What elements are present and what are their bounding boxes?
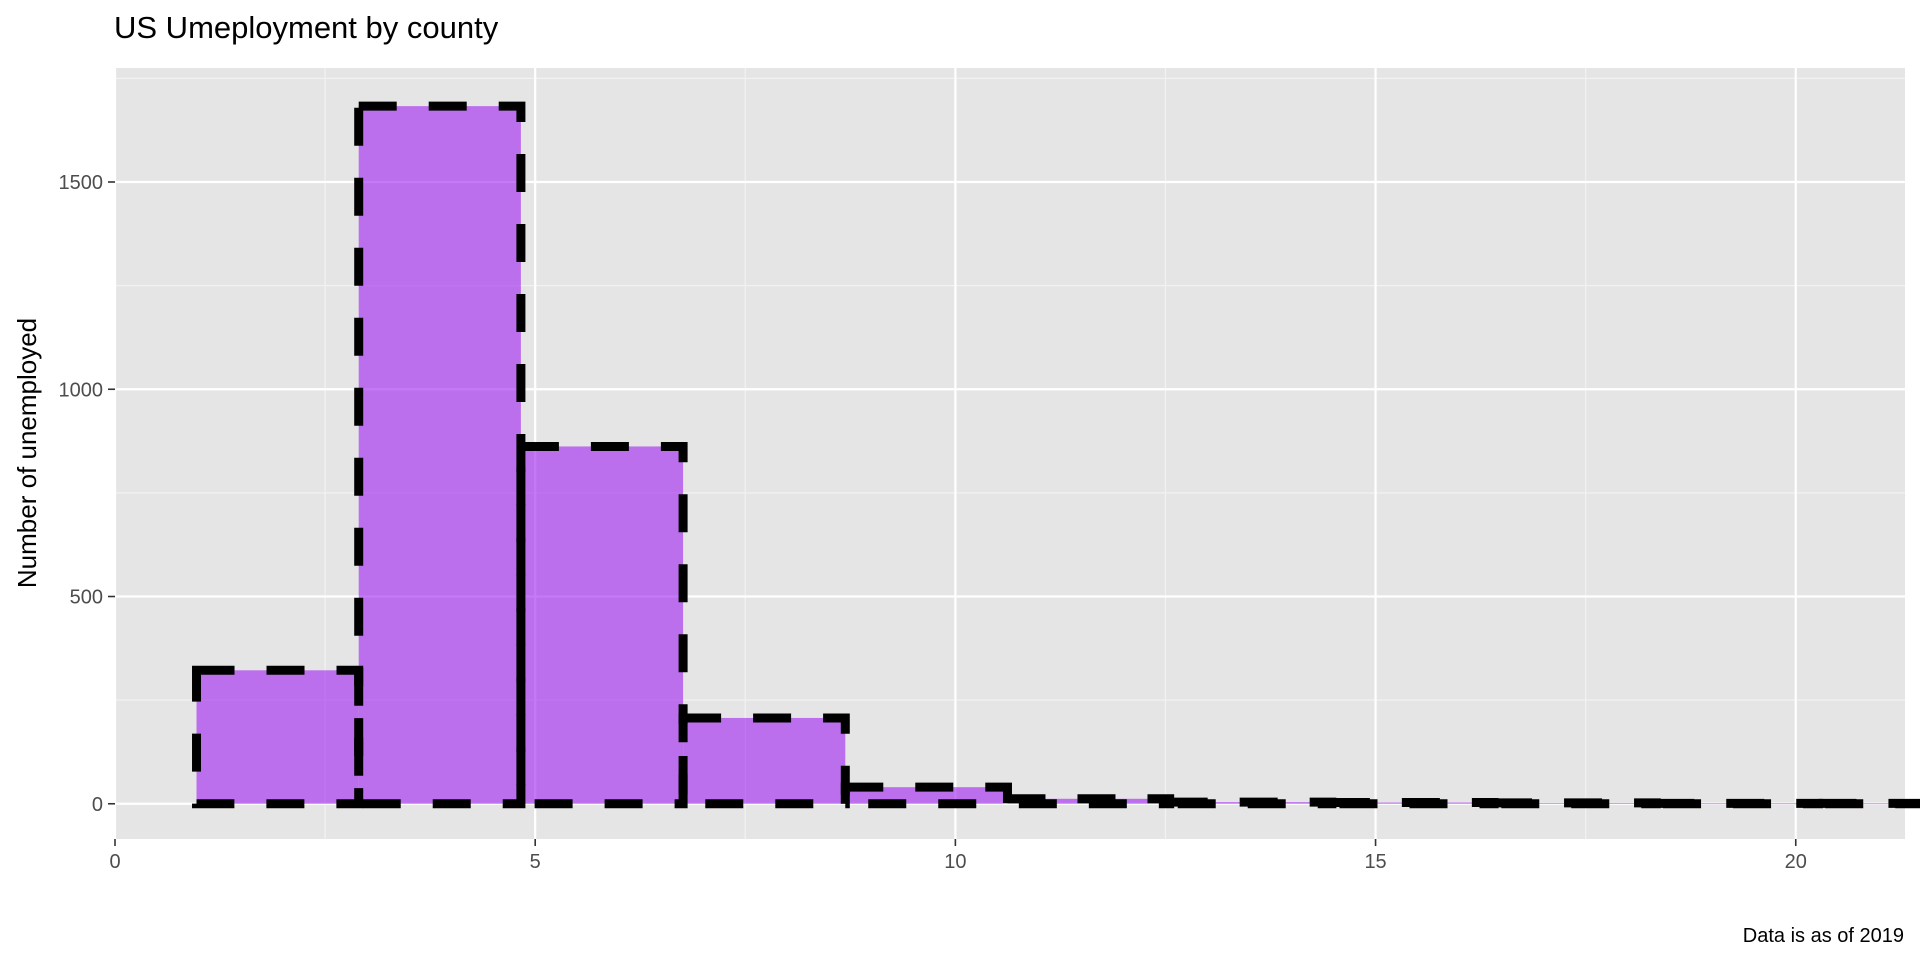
histogram-bar-outline [192,665,364,809]
x-tick-label: 20 [1785,851,1807,873]
y-tick-label: 500 [70,587,103,609]
y-tick-label: 1000 [59,379,104,401]
y-tick-label: 1500 [59,172,104,194]
histogram-outlines [192,101,1920,809]
x-tick-label: 0 [109,851,120,873]
histogram-bar-outline [354,101,526,809]
histogram-bar [520,446,684,804]
y-axis: 0 500 1000 1500 [59,172,115,816]
x-axis: 0 5 10 15 20 [109,839,1807,873]
x-tick-label: 10 [944,851,966,873]
histogram-bar [683,717,846,804]
chart-title: US Umeployment by county [114,10,499,45]
histogram-bar-outline [516,441,688,809]
histogram-bar [358,106,521,804]
histogram-bars [196,106,1920,805]
histogram-bar [196,670,359,804]
y-tick-label: 0 [92,794,103,816]
y-axis-title: Number of unemployed [12,318,42,588]
histogram-bar [1818,803,1920,805]
chart-caption: Data is as of 2019 [1743,925,1904,947]
x-tick-label: 5 [530,851,541,873]
histogram-bar-outline [678,713,850,809]
x-tick-label: 15 [1364,851,1386,873]
